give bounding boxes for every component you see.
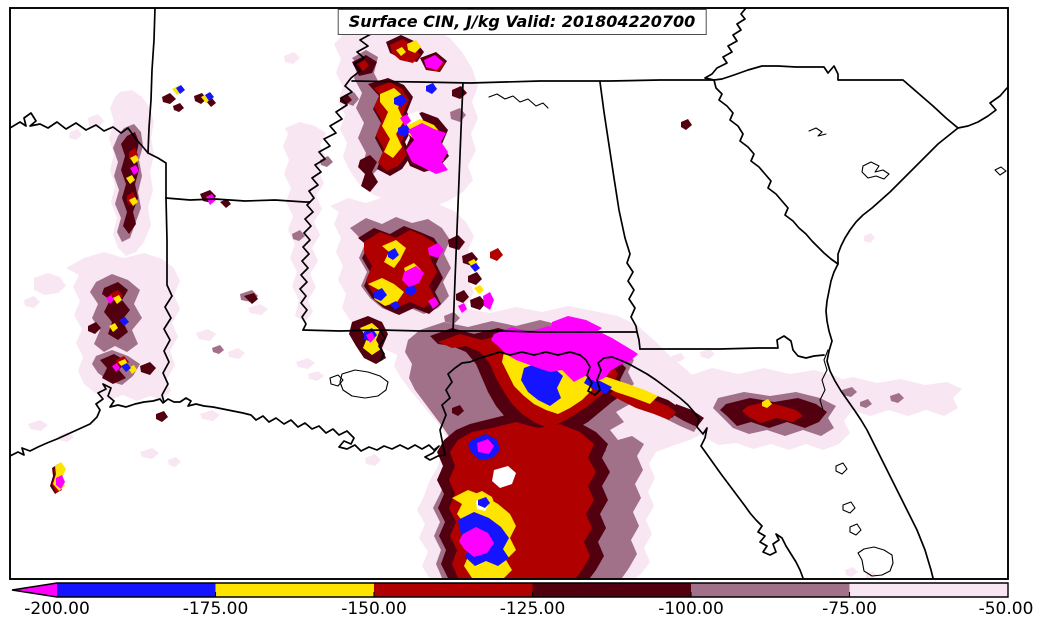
tn-southern-border — [351, 79, 715, 84]
fl-lake-1 — [835, 462, 848, 475]
fl-lake-3 — [849, 523, 862, 536]
map-title-box: Surface CIN, J/kg Valid: 201804220700 — [337, 9, 707, 35]
colorbar-tick-label: -150.00 — [341, 599, 407, 619]
state-boundaries — [10, 8, 1008, 579]
lake-pontchartrain — [339, 369, 389, 399]
colorbar-outline — [11, 582, 1009, 598]
ga-fl-border — [639, 335, 825, 359]
tx-la-border-sabine — [161, 197, 173, 403]
nc-tn-border — [704, 8, 747, 81]
tennessee-river-al — [488, 93, 549, 109]
colorbar-tick-label: -75.00 — [822, 599, 877, 619]
sc-river-squiggle — [808, 127, 827, 137]
colorbar-tick-label: -125.00 — [499, 599, 566, 619]
colorbar — [11, 582, 1009, 598]
ar-la-border — [165, 197, 311, 203]
coast-island — [994, 166, 1007, 176]
st-johns-river — [819, 349, 829, 411]
mississippi-river — [299, 8, 378, 331]
colorbar-segment-1 — [57, 583, 216, 597]
fl-lake-2 — [842, 501, 856, 514]
map-frame — [9, 7, 1009, 580]
colorbar-tick-label: -50.00 — [978, 599, 1034, 619]
pearl-river — [378, 329, 386, 361]
atlantic-coastline — [825, 87, 1008, 579]
ms-al-border — [452, 82, 464, 332]
ok-ar-border — [147, 8, 156, 154]
map-title: Surface CIN, J/kg Valid: 201804220700 — [348, 12, 696, 31]
colorbar-segment-5 — [691, 583, 850, 597]
al-ga-border-chattahoochee — [599, 81, 641, 350]
gulf-coastline — [10, 351, 804, 579]
savannah-river-ga-sc-border — [713, 79, 839, 265]
colorbar-tick-label: -200.00 — [24, 599, 90, 619]
colorbar-segment-2 — [215, 583, 374, 597]
colorbar-segment-3 — [374, 583, 533, 597]
sc-lakes — [861, 161, 890, 180]
lake-okeechobee — [857, 546, 894, 577]
lake-maurepas — [329, 374, 344, 387]
colorbar-segment-6 — [849, 583, 1008, 597]
nc-sc-border — [713, 65, 959, 129]
colorbar-ticks — [214, 592, 851, 597]
tx-ar-corner — [147, 152, 167, 199]
colorbar-segment-4 — [532, 583, 691, 597]
colorbar-tick-label: -100.00 — [658, 599, 724, 619]
red-river-tx-ok-border — [10, 112, 149, 154]
colorbar-tick-label: -175.00 — [182, 599, 249, 619]
colorbar-extend-arrow — [12, 583, 57, 597]
